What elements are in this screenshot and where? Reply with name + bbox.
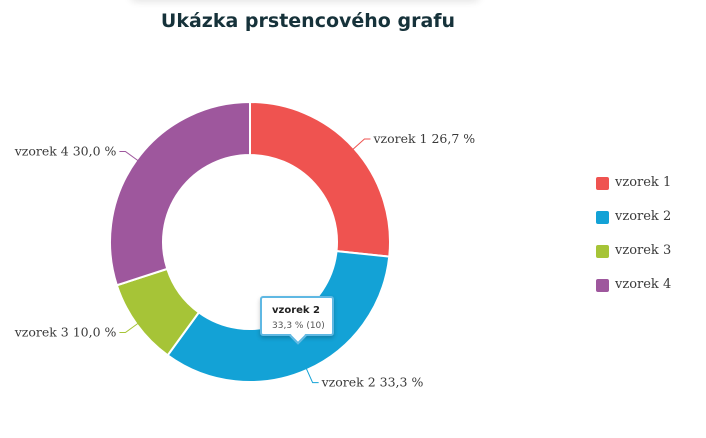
legend-label: vzorek 3 bbox=[615, 243, 672, 258]
legend-swatch-vzorek-3 bbox=[596, 245, 609, 258]
label-connector bbox=[119, 150, 139, 162]
slice-label: vzorek 1 26,7 % bbox=[372, 131, 475, 146]
slice-label: vzorek 2 33,3 % bbox=[321, 375, 424, 390]
label-connector bbox=[352, 138, 371, 151]
donut-slice-vzorek-1[interactable] bbox=[249, 100, 391, 258]
donut-slice-vzorek-4[interactable] bbox=[109, 100, 251, 287]
legend-swatch-vzorek-4 bbox=[596, 279, 609, 292]
legend-swatch-vzorek-2 bbox=[596, 211, 609, 224]
label-connector bbox=[119, 322, 139, 334]
legend-item-vzorek-1[interactable]: vzorek 1 bbox=[596, 175, 671, 209]
legend-swatch-vzorek-1 bbox=[596, 177, 609, 190]
slice-label: vzorek 4 30,0 % bbox=[14, 143, 117, 158]
tooltip-value: 33,3 % (10) bbox=[272, 321, 325, 331]
legend-item-vzorek-3[interactable]: vzorek 3 bbox=[596, 243, 671, 277]
legend-label: vzorek 4 bbox=[615, 277, 672, 292]
legend-label: vzorek 2 bbox=[615, 209, 672, 224]
legend-item-vzorek-2[interactable]: vzorek 2 bbox=[596, 209, 671, 243]
slice-labels: vzorek 1 26,7 % vzorek 2 33,3 % vzorek 3 1… bbox=[14, 131, 476, 390]
tooltip: vzorek 2 33,3 % (10) bbox=[260, 296, 334, 345]
donut-slices bbox=[109, 100, 391, 383]
legend-item-vzorek-4[interactable]: vzorek 4 bbox=[596, 277, 671, 311]
tooltip-title: vzorek 2 bbox=[272, 305, 321, 316]
legend: vzorek 1 vzorek 2 vzorek 3 vzorek 4 bbox=[596, 175, 671, 311]
slice-label: vzorek 3 10,0 % bbox=[14, 325, 117, 340]
legend-label: vzorek 1 bbox=[615, 175, 672, 190]
label-connector bbox=[305, 367, 319, 384]
chart-title: Ukázka prstencového grafu bbox=[160, 10, 456, 32]
